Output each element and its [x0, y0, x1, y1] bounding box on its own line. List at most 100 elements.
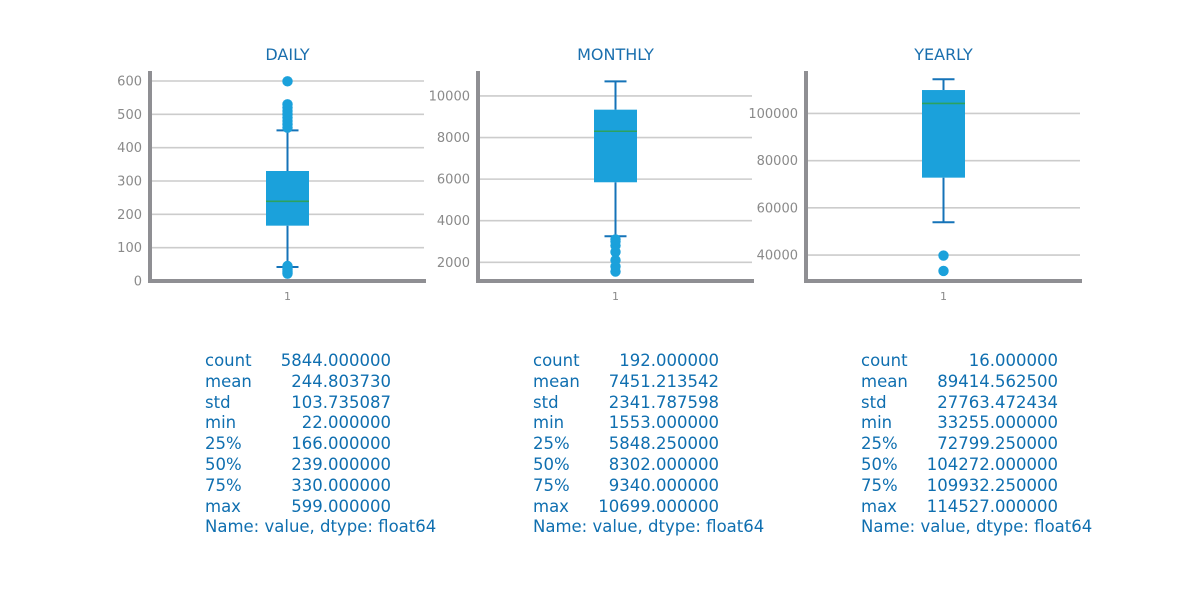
stat-key: std — [861, 392, 887, 412]
outlier-point — [282, 260, 293, 272]
stat-row: min 1553.000000 — [533, 413, 764, 434]
y-tick-label: 2000 — [437, 256, 470, 271]
stat-key: min — [861, 413, 893, 433]
stat-key: count — [861, 351, 908, 370]
stat-value: 22.000000 — [301, 413, 391, 433]
stat-key: 75% — [205, 475, 242, 495]
stat-value: 166.000000 — [291, 434, 391, 454]
y-tick-label: 400 — [117, 141, 142, 156]
stat-value: 239.000000 — [291, 454, 391, 474]
stat-row: 75% 109932.250000 — [861, 476, 1092, 497]
stat-row: mean 89414.562500 — [861, 372, 1092, 393]
outlier-point — [282, 76, 293, 87]
stat-value: 27763.472434 — [937, 392, 1058, 412]
stat-value: 109932.250000 — [926, 475, 1058, 495]
stat-key: std — [205, 392, 231, 412]
daily-boxplot-panel: DAILY 0 100 200 300 400 500 600 1 — [117, 45, 426, 303]
yearly-chart-title: YEARLY — [913, 45, 973, 64]
stat-key: count — [533, 351, 580, 370]
iqr-box — [266, 171, 309, 226]
stat-key: 50% — [205, 454, 242, 474]
stat-value: 1553.000000 — [608, 413, 719, 433]
stat-row: std 2341.787598 — [533, 393, 764, 414]
stat-value: 192.000000 — [619, 351, 719, 370]
y-tick-label: 80000 — [757, 154, 798, 169]
stat-value: 599.000000 — [291, 496, 391, 516]
stat-key: 25% — [861, 434, 898, 454]
stat-key: max — [861, 496, 897, 516]
outlier-point — [282, 99, 293, 110]
outlier-point — [610, 234, 621, 245]
stat-row: max 10699.000000 — [533, 497, 764, 518]
daily-chart-title: DAILY — [265, 45, 309, 64]
stat-row: count 16.000000 — [861, 351, 1092, 372]
yearly-stats-summary: count 16.000000 mean 89414.562500 std 27763.4… — [861, 351, 1092, 538]
stat-footer: Name: value, dtype: float64 — [861, 517, 1093, 537]
stat-row: count 5844.000000 — [205, 351, 436, 372]
stat-key: 25% — [205, 434, 242, 454]
daily-stats-summary: count 5844.000000 mean 244.803730 std 103.735… — [205, 351, 436, 538]
y-tick-label: 100000 — [748, 107, 798, 122]
stat-key: max — [205, 496, 241, 516]
iqr-box — [594, 109, 637, 183]
stat-footer: Name: value, dtype: float64 — [205, 517, 437, 537]
iqr-box — [922, 90, 965, 178]
stat-row: 50% 239.000000 — [205, 455, 436, 476]
stat-row: 75% 330.000000 — [205, 476, 436, 497]
y-tick-label: 60000 — [757, 201, 798, 216]
stat-row: mean 244.803730 — [205, 372, 436, 393]
monthly-stats-summary: count 192.000000 mean 7451.213542 std 2341.78… — [533, 351, 764, 538]
y-tick-label: 100 — [117, 241, 142, 256]
stat-row: max 114527.000000 — [861, 497, 1092, 518]
stat-key: 75% — [861, 475, 898, 495]
stat-value: 8302.000000 — [608, 454, 719, 474]
outlier-point — [938, 265, 949, 277]
monthly-chart-title: MONTHLY — [577, 45, 654, 64]
stat-row: 50% 104272.000000 — [861, 455, 1092, 476]
x-tick-label: 1 — [940, 290, 947, 303]
stat-value: 5848.250000 — [608, 434, 719, 454]
stat-key: count — [205, 351, 252, 370]
y-tick-label: 600 — [117, 75, 142, 90]
stat-key: 50% — [861, 454, 898, 474]
stat-key: 50% — [533, 454, 570, 474]
stat-row: mean 7451.213542 — [533, 372, 764, 393]
y-tick-label: 6000 — [437, 173, 470, 188]
stat-row: std 27763.472434 — [861, 393, 1092, 414]
stat-value: 244.803730 — [291, 371, 391, 391]
stat-footer: Name: value, dtype: float64 — [533, 517, 765, 537]
y-tick-label: 10000 — [429, 89, 470, 104]
y-tick-label: 40000 — [757, 249, 798, 264]
stat-value: 114527.000000 — [926, 496, 1058, 516]
stat-row: 25% 166.000000 — [205, 434, 436, 455]
stat-value: 16.000000 — [968, 351, 1058, 370]
stat-value: 10699.000000 — [598, 496, 719, 516]
stat-row: 25% 5848.250000 — [533, 434, 764, 455]
stat-value: 89414.562500 — [937, 371, 1058, 391]
outlier-point — [938, 250, 949, 261]
stat-value: 7451.213542 — [608, 371, 719, 391]
y-tick-label: 300 — [117, 175, 142, 190]
monthly-boxplot-panel: MONTHLY 2000 4000 6000 8000 10000 1 — [429, 45, 754, 303]
stat-value: 330.000000 — [291, 475, 391, 495]
stat-key: std — [533, 392, 559, 412]
stat-key: min — [533, 413, 565, 433]
stat-row: count 192.000000 — [533, 351, 764, 372]
stat-row: 25% 72799.250000 — [861, 434, 1092, 455]
stat-row: std 103.735087 — [205, 393, 436, 414]
stat-key: 25% — [533, 434, 570, 454]
outlier-point — [610, 255, 621, 266]
stat-key: max — [533, 496, 569, 516]
stat-value: 103.735087 — [291, 392, 391, 412]
y-tick-label: 0 — [134, 275, 142, 290]
y-tick-label: 8000 — [437, 131, 470, 146]
stat-value: 33255.000000 — [937, 413, 1058, 433]
y-tick-label: 500 — [117, 108, 142, 123]
y-tick-label: 200 — [117, 208, 142, 223]
stat-key: mean — [861, 371, 908, 391]
stat-value: 72799.250000 — [937, 434, 1058, 454]
stat-row: min 33255.000000 — [861, 413, 1092, 434]
stat-key: mean — [205, 371, 252, 391]
stat-row: max 599.000000 — [205, 497, 436, 518]
